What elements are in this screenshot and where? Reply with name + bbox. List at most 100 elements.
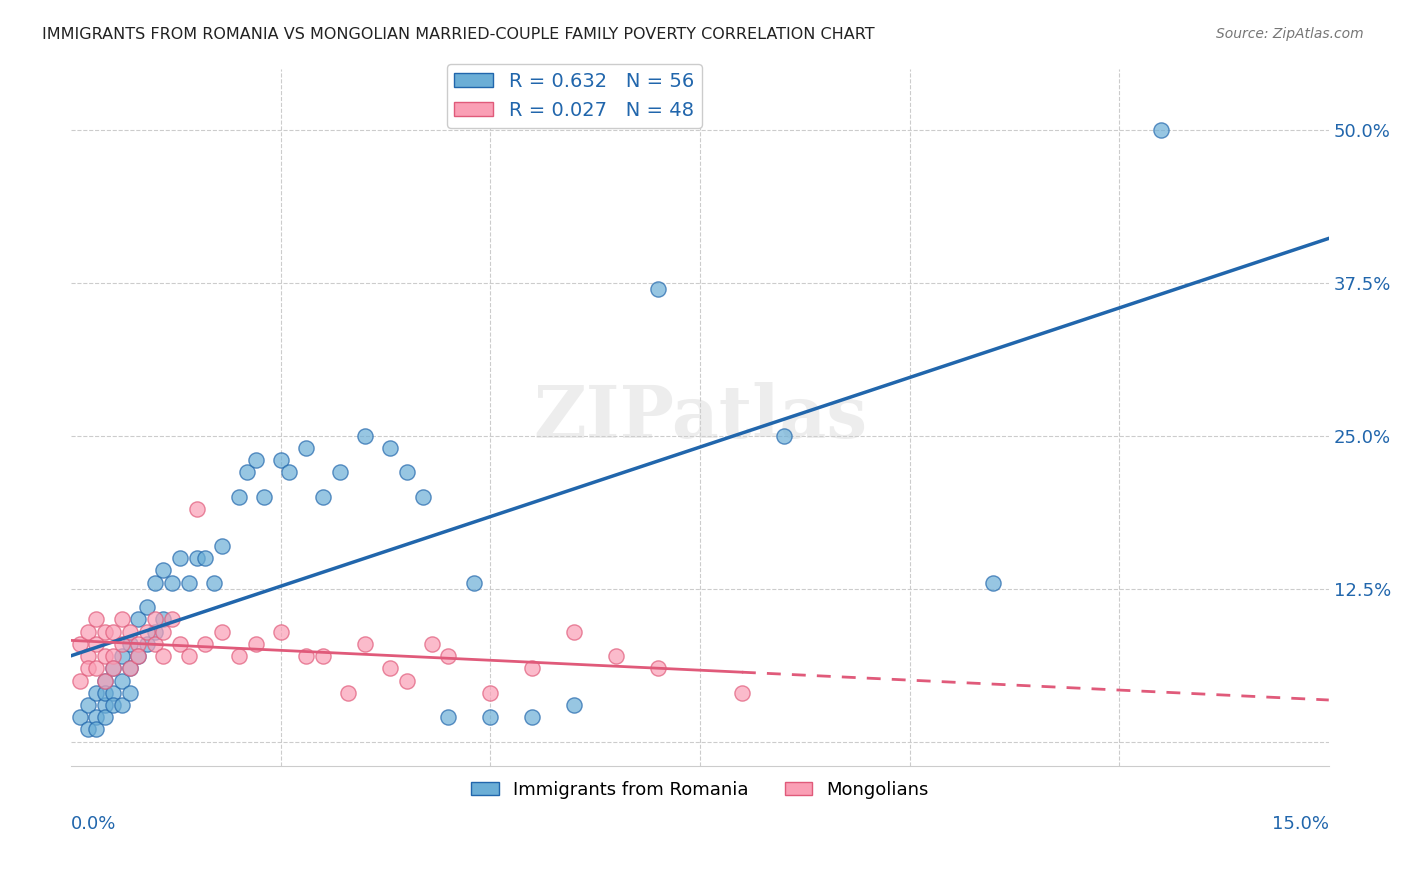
Point [94,648,117,663]
Point [143,637,166,651]
Point [312,648,335,663]
Point [77,661,100,675]
Point [94,698,117,712]
Point [395,466,418,480]
Point [110,698,132,712]
Point [86,686,108,700]
Point [86,612,108,626]
Point [270,624,292,639]
Point [522,710,544,724]
Point [772,428,794,442]
Point [295,441,318,455]
Point [211,539,233,553]
Point [118,686,141,700]
Point [86,637,108,651]
Text: 0.0%: 0.0% [72,815,117,833]
Point [118,624,141,639]
Point [562,624,585,639]
Point [127,648,149,663]
Point [118,661,141,675]
Point [94,710,117,724]
Point [395,673,418,688]
Point [101,648,124,663]
Point [143,624,166,639]
Point [245,453,267,467]
Point [228,490,250,504]
Point [169,551,191,566]
Point [77,624,100,639]
Point [194,551,217,566]
Text: 15.0%: 15.0% [1272,815,1329,833]
Point [101,661,124,675]
Point [152,624,174,639]
Point [245,637,267,651]
Legend: Immigrants from Romania, Mongolians: Immigrants from Romania, Mongolians [464,773,936,806]
Point [94,673,117,688]
Point [127,637,149,651]
Point [110,612,132,626]
Point [278,466,301,480]
Point [135,637,157,651]
Point [69,637,91,651]
Point [143,612,166,626]
Point [605,648,627,663]
Point [127,612,149,626]
Text: IMMIGRANTS FROM ROMANIA VS MONGOLIAN MARRIED-COUPLE FAMILY POVERTY CORRELATION C: IMMIGRANTS FROM ROMANIA VS MONGOLIAN MAR… [42,27,875,42]
Point [177,648,200,663]
Point [437,710,460,724]
Point [194,637,217,651]
Point [110,648,132,663]
Point [353,428,375,442]
Point [69,710,91,724]
Point [353,637,375,651]
Point [731,686,754,700]
Point [236,466,259,480]
Point [135,600,157,615]
Point [127,648,149,663]
Point [94,624,117,639]
Point [69,673,91,688]
Point [77,723,100,737]
Point [86,661,108,675]
Point [94,686,117,700]
Text: ZIPatlas: ZIPatlas [533,382,868,453]
Point [86,723,108,737]
Point [101,624,124,639]
Point [160,575,183,590]
Point [152,648,174,663]
Point [479,710,502,724]
Point [211,624,233,639]
Point [479,686,502,700]
Point [94,673,117,688]
Point [152,612,174,626]
Point [378,441,401,455]
Point [522,661,544,675]
Point [186,551,208,566]
Point [420,637,443,651]
Point [143,575,166,590]
Point [412,490,434,504]
Point [312,490,335,504]
Text: Source: ZipAtlas.com: Source: ZipAtlas.com [1216,27,1364,41]
Point [378,661,401,675]
Point [202,575,225,590]
Point [118,637,141,651]
Point [562,698,585,712]
Point [463,575,485,590]
Point [983,575,1005,590]
Point [110,673,132,688]
Point [336,686,359,700]
Point [228,648,250,663]
Point [86,710,108,724]
Point [1150,122,1173,136]
Point [328,466,350,480]
Point [647,661,669,675]
Point [647,282,669,296]
Point [270,453,292,467]
Point [110,637,132,651]
Point [186,502,208,516]
Point [135,624,157,639]
Point [77,698,100,712]
Point [169,637,191,651]
Point [295,648,318,663]
